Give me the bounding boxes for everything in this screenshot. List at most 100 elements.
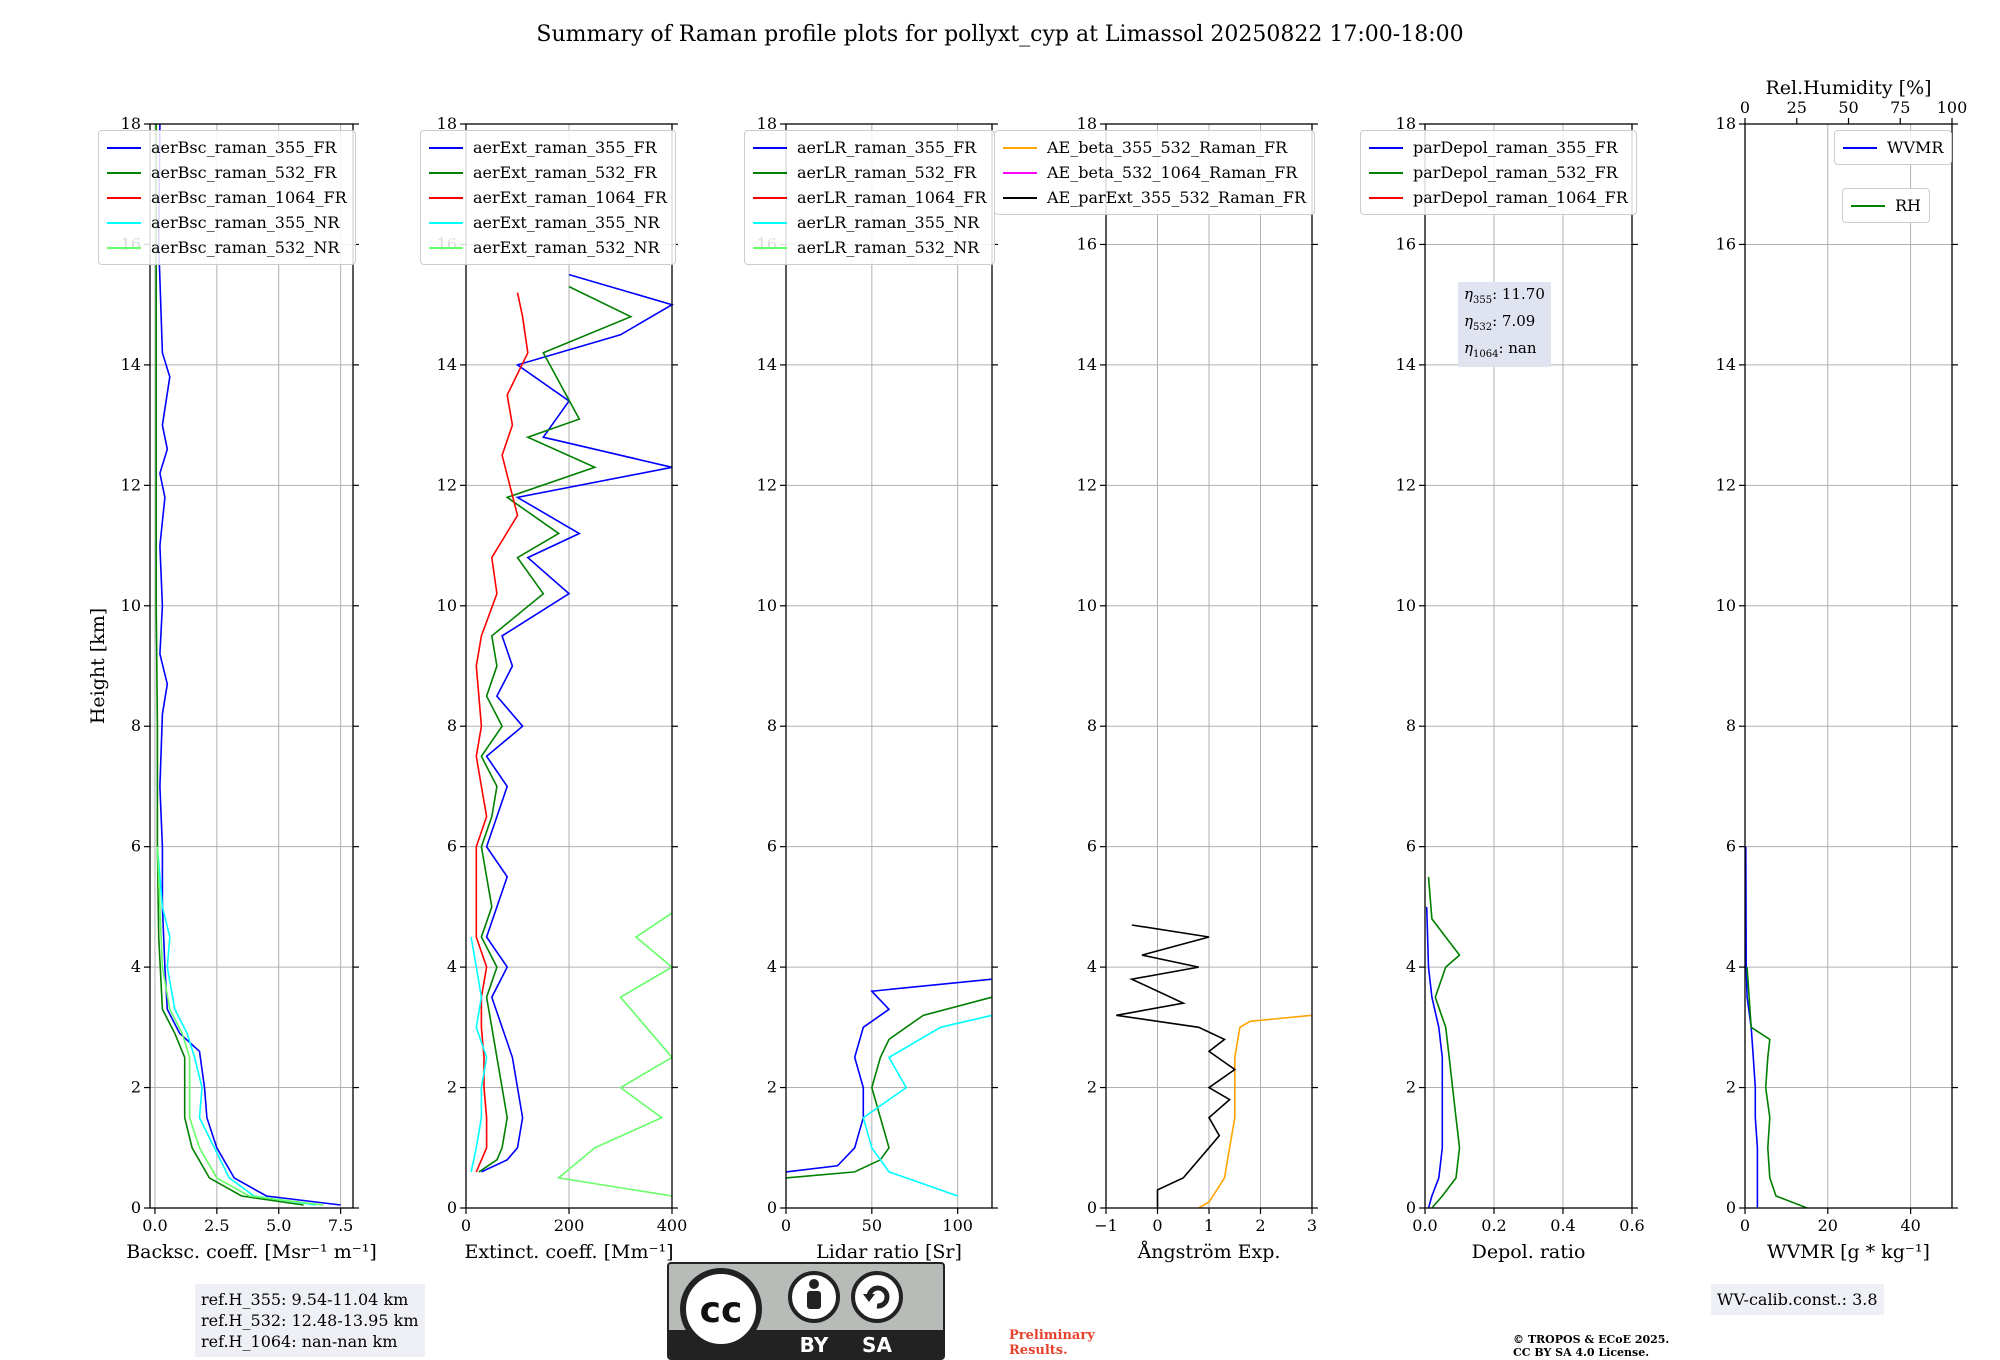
legend-label: aerBsc_raman_355_NR xyxy=(151,213,340,232)
y-tick-label: 10 xyxy=(1077,596,1097,615)
y-tick-label: 18 xyxy=(437,114,457,133)
series-aerlr-raman-532-fr xyxy=(785,996,993,1179)
wv-calib-text: WV-calib.const.: 3.8 xyxy=(1717,1290,1878,1309)
legend-label: AE_beta_355_532_Raman_FR xyxy=(1047,138,1288,157)
y-tick-label: 14 xyxy=(757,355,777,374)
y-tick-label: 12 xyxy=(121,475,141,494)
y-tick-label: 14 xyxy=(1396,355,1416,374)
x-tick-label: 0.4 xyxy=(1550,1216,1575,1235)
legend-label: aerBsc_raman_1064_FR xyxy=(151,188,347,207)
legend-label: AE_beta_532_1064_Raman_FR xyxy=(1047,163,1298,182)
series-rh xyxy=(1746,967,1808,1209)
legend-entry: aerLR_raman_355_FR xyxy=(753,135,986,160)
legend-swatch xyxy=(1003,146,1037,149)
legend-label: parDepol_raman_532_FR xyxy=(1413,163,1618,182)
legend-entry: parDepol_raman_532_FR xyxy=(1369,160,1628,185)
y-tick-label: 0 xyxy=(1726,1198,1736,1217)
legend-swatch xyxy=(429,196,463,199)
x-axis-label: Lidar ratio [Sr] xyxy=(816,1241,962,1263)
y-tick-label: 8 xyxy=(1726,716,1736,735)
wv-calib-box: WV-calib.const.: 3.8 xyxy=(1711,1284,1884,1315)
series-pardepol-raman-355-fr xyxy=(1425,906,1444,1209)
y-tick-label: 18 xyxy=(1396,114,1416,133)
y-tick-label: 2 xyxy=(1726,1078,1736,1097)
legend-label: aerBsc_raman_532_FR xyxy=(151,163,337,182)
legend-label: aerLR_raman_532_NR xyxy=(797,238,980,257)
legend-swatch xyxy=(1003,196,1037,199)
y-tick-label: 10 xyxy=(1716,596,1736,615)
y-tick-label: 2 xyxy=(447,1078,457,1097)
y-tick-label: 14 xyxy=(121,355,141,374)
legend-entry: aerBsc_raman_532_NR xyxy=(107,235,347,260)
x-tick-label: 2 xyxy=(1255,1216,1265,1235)
eta-355: η355: 11.70 xyxy=(1464,285,1545,306)
legend-swatch xyxy=(107,246,141,249)
y-axis-label: Height [km] xyxy=(87,608,109,724)
legend-swatch xyxy=(429,171,463,174)
x-axis-label: Backsc. coeff. [Msr⁻¹ m⁻¹] xyxy=(126,1241,377,1263)
legend-swatch xyxy=(753,171,787,174)
legend-label: aerBsc_raman_532_NR xyxy=(151,238,340,257)
panel-lidar_ratio: 024681012141618050100Lidar ratio [Sr] xyxy=(757,114,998,1263)
y-tick-label: 4 xyxy=(1726,957,1736,976)
legend-swatch xyxy=(753,221,787,224)
y-tick-label: 8 xyxy=(1087,716,1097,735)
x-tick-label: 200 xyxy=(554,1216,585,1235)
y-tick-label: 6 xyxy=(1087,837,1097,856)
x-tick-label: 2.5 xyxy=(204,1216,229,1235)
x-tick-label: −1 xyxy=(1094,1216,1118,1235)
legend-entry: WVMR xyxy=(1843,135,1943,160)
top-x-tick-label: 25 xyxy=(1787,98,1807,117)
legend-label: aerLR_raman_1064_FR xyxy=(797,188,987,207)
legend-swatch xyxy=(107,146,141,149)
legend-swatch xyxy=(1003,171,1037,174)
legend-entry: parDepol_raman_1064_FR xyxy=(1369,185,1628,210)
y-tick-label: 0 xyxy=(767,1198,777,1217)
legend-label: aerLR_raman_532_FR xyxy=(797,163,977,182)
top-x-tick-label: 75 xyxy=(1890,98,1910,117)
series-aerext-raman-355-nr xyxy=(470,936,488,1173)
y-tick-label: 6 xyxy=(1406,837,1416,856)
top-x-tick-label: 0 xyxy=(1740,98,1750,117)
legend-label: AE_parExt_355_532_Raman_FR xyxy=(1047,188,1306,207)
x-tick-label: 0.6 xyxy=(1619,1216,1644,1235)
legend-swatch xyxy=(753,246,787,249)
y-tick-label: 2 xyxy=(767,1078,777,1097)
eta-1064: η1064: nan xyxy=(1464,339,1537,360)
x-axis-label: Depol. ratio xyxy=(1472,1241,1586,1263)
x-tick-label: 0 xyxy=(461,1216,471,1235)
y-tick-label: 16 xyxy=(1716,234,1736,253)
legend-entry: aerBsc_raman_355_NR xyxy=(107,210,347,235)
y-tick-label: 8 xyxy=(131,716,141,735)
plot-frame xyxy=(785,123,993,1209)
x-axis-label: WVMR [g * kg⁻¹] xyxy=(1767,1241,1930,1263)
legend-label: parDepol_raman_1064_FR xyxy=(1413,188,1628,207)
series-aerext-raman-355-fr xyxy=(481,273,675,1173)
y-tick-label: 14 xyxy=(1716,355,1736,374)
y-tick-label: 8 xyxy=(767,716,777,735)
x-tick-label: 0.0 xyxy=(1412,1216,1437,1235)
y-tick-label: 12 xyxy=(757,475,777,494)
legend-swatch xyxy=(753,146,787,149)
y-tick-label: 18 xyxy=(121,114,141,133)
legend-label: WVMR xyxy=(1887,138,1944,157)
y-tick-label: 10 xyxy=(757,596,777,615)
legend-entry: aerExt_raman_532_NR xyxy=(429,235,667,260)
series-aerbsc-raman-532-nr xyxy=(156,846,324,1206)
series-pardepol-raman-532-fr xyxy=(1427,876,1461,1209)
legend-entry: aerExt_raman_355_FR xyxy=(429,135,667,160)
legend-swatch xyxy=(1369,171,1403,174)
eta-annotation-box: η355: 11.70 η532: 7.09 η1064: nan xyxy=(1458,282,1551,367)
series-aerlr-raman-355-nr xyxy=(862,1014,993,1197)
plot-frame xyxy=(1424,123,1633,1209)
legend-swatch xyxy=(107,196,141,199)
ref-heights-box: ref.H_355: 9.54-11.04 km ref.H_532: 12.4… xyxy=(195,1284,425,1357)
cc-sa-text: SA xyxy=(862,1333,892,1357)
legend-wvmr: WVMR xyxy=(1834,130,1953,165)
series-aerbsc-raman-532-fr xyxy=(155,124,304,1206)
legend-entry: aerBsc_raman_1064_FR xyxy=(107,185,347,210)
legend-entry: aerLR_raman_1064_FR xyxy=(753,185,986,210)
x-tick-label: 40 xyxy=(1900,1216,1920,1235)
